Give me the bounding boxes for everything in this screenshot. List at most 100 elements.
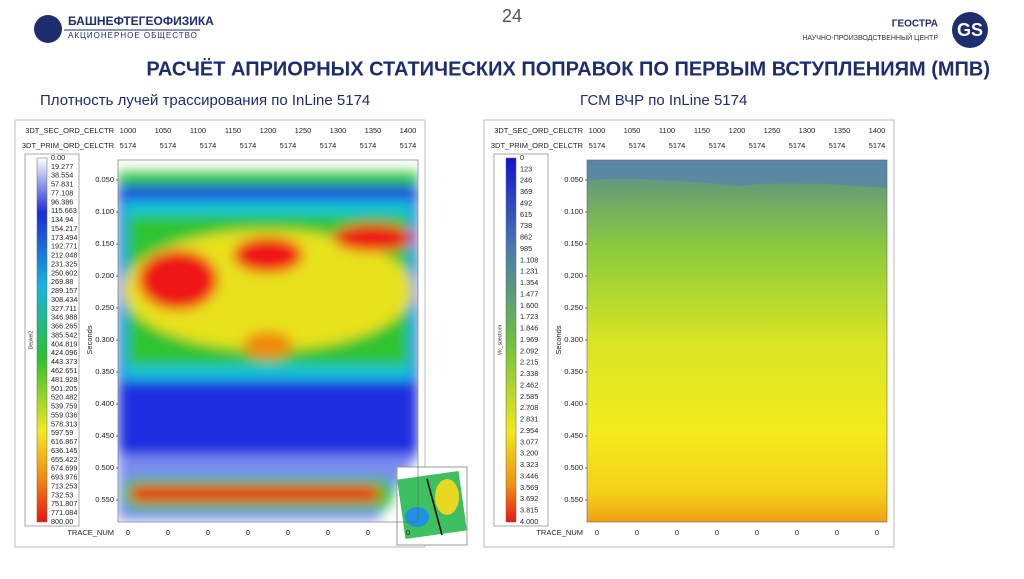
colorbar-label: 3.815 <box>520 506 538 515</box>
trace-label: TRACE_NUM <box>67 528 114 537</box>
colorbar-label: 674.699 <box>51 464 77 473</box>
sec-tick-label: 1050 <box>624 126 641 135</box>
seconds-tick-label: 0.150 <box>95 239 114 248</box>
colorbar-label: 2.092 <box>520 346 538 355</box>
heatmap-blobs <box>118 172 418 520</box>
colorbar-label: 1.846 <box>520 324 538 333</box>
seconds-tick-label: 0.100 <box>564 207 583 216</box>
trace-tick-label: 0 <box>286 528 290 537</box>
sec-label: 3DT_SEC_ORD_CELCTR <box>494 126 583 135</box>
colorbar-label: 289.157 <box>51 286 77 295</box>
sec-tick-label: 1150 <box>225 126 241 135</box>
blob <box>233 237 303 273</box>
prim-tick-label: 5174 <box>240 141 257 150</box>
prim-tick-label: 5174 <box>120 141 137 150</box>
prim-tick-label: 5174 <box>789 141 806 150</box>
prim-label: 3DT_PRIM_ORD_CELCTR <box>22 141 115 150</box>
colorbar-label: 578.313 <box>51 419 77 428</box>
inset-map-fill <box>405 507 429 527</box>
inset-map-line <box>426 478 443 536</box>
trace-label: TRACE_NUM <box>536 528 583 537</box>
seconds-tick-label: 0.500 <box>564 463 583 472</box>
prim-tick-label: 5174 <box>709 141 726 150</box>
panel-caption: Плотность лучей трассирования по InLine … <box>40 92 370 109</box>
prim-tick-label: 5174 <box>320 141 337 150</box>
colorbar-label: 501.205 <box>51 384 77 393</box>
colorbar-label: 154.217 <box>51 224 77 233</box>
prim-tick-label: 5174 <box>589 141 606 150</box>
seconds-tick-label: 0.400 <box>564 399 583 408</box>
trace-tick-label: 0 <box>875 528 879 537</box>
colorbar-label: 597.59 <box>51 428 73 437</box>
left-logo-subtitle: АКЦИОНЕРНОЕ ОБЩЕСТВО <box>68 31 198 40</box>
colorbar-label: 751.807 <box>51 499 77 508</box>
sec-tick-label: 1000 <box>589 126 606 135</box>
colorbar-label: 0 <box>520 153 524 162</box>
seconds-tick-label: 0.350 <box>95 367 114 376</box>
axis-label: Seconds <box>85 325 94 354</box>
colorbar-label: 713.253 <box>51 481 77 490</box>
left-logo-icon <box>34 15 62 43</box>
colorbar-label: 862 <box>520 233 532 242</box>
colorbar-label: 192.771 <box>51 242 77 251</box>
sec-tick-label: 1300 <box>799 126 816 135</box>
colorbar-label: 212.048 <box>51 251 77 260</box>
sec-tick-label: 1350 <box>365 126 382 135</box>
trace-tick-label: 0 <box>166 528 170 537</box>
colorbar-label: 3.569 <box>520 483 538 492</box>
seconds-tick-label: 0.400 <box>95 399 114 408</box>
colorbar-label: 19.277 <box>51 162 73 171</box>
colorbar-label: 1.354 <box>520 278 538 287</box>
prim-tick-label: 5174 <box>829 141 846 150</box>
colorbar-label: 2.585 <box>520 392 538 401</box>
colorbar-label: 2.215 <box>520 358 538 367</box>
right-logo-mark: GS <box>957 20 983 40</box>
right-logo-icon <box>952 12 988 48</box>
trace-tick-label: 0 <box>635 528 639 537</box>
prim-tick-label: 5174 <box>400 141 417 150</box>
seconds-tick-label: 0.300 <box>564 335 583 344</box>
prim-tick-label: 5174 <box>869 141 886 150</box>
seconds-tick-label: 0.200 <box>95 271 114 280</box>
seconds-tick-label: 0.550 <box>564 495 583 504</box>
colorbar-label: 231.325 <box>51 259 77 268</box>
seconds-tick-label: 0.050 <box>95 175 114 184</box>
blob <box>333 224 413 252</box>
seconds-tick-label: 0.350 <box>564 367 583 376</box>
prim-tick-label: 5174 <box>669 141 686 150</box>
seconds-tick-label: 0.450 <box>95 431 114 440</box>
colorbar-label: 269.88 <box>51 277 73 286</box>
plot-frame <box>586 159 888 523</box>
colorbar-label: 2.831 <box>520 415 538 424</box>
sec-tick-label: 1100 <box>659 126 675 135</box>
colorbar-label: 246 <box>520 176 532 185</box>
sec-tick-label: 1200 <box>729 126 746 135</box>
colorbar-label: 492 <box>520 198 532 207</box>
colorbar-label: 346.988 <box>51 313 77 322</box>
colorbar-label: 3.692 <box>520 494 538 503</box>
trace-tick-label: 0 <box>835 528 839 537</box>
colorbar-label: 559.036 <box>51 410 77 419</box>
trace-tick-label: 0 <box>406 528 410 537</box>
colorbar-label: 3.200 <box>520 449 538 458</box>
colorbar-title: Vlc_spectrum <box>497 325 503 355</box>
colorbar-label: 481.928 <box>51 375 77 384</box>
sec-tick-label: 1400 <box>400 126 417 135</box>
colorbar-label: 443.373 <box>51 357 77 366</box>
page-number: 24 <box>502 6 522 26</box>
colorbar-label: 366.265 <box>51 322 77 331</box>
colorbar-label: 173.494 <box>51 233 77 242</box>
colorbar-label: 2.338 <box>520 369 538 378</box>
trace-tick-label: 0 <box>595 528 599 537</box>
prim-tick-label: 5174 <box>749 141 766 150</box>
colorbar-label: 985 <box>520 244 532 253</box>
seconds-tick-label: 0.200 <box>564 271 583 280</box>
prim-tick-label: 5174 <box>200 141 217 150</box>
trace-tick-label: 0 <box>246 528 250 537</box>
colorbar-label: 250.602 <box>51 268 77 277</box>
seconds-tick-label: 0.050 <box>564 175 583 184</box>
trace-tick-label: 0 <box>366 528 370 537</box>
sec-tick-label: 1400 <box>869 126 886 135</box>
colorbar-label: 636.145 <box>51 446 77 455</box>
